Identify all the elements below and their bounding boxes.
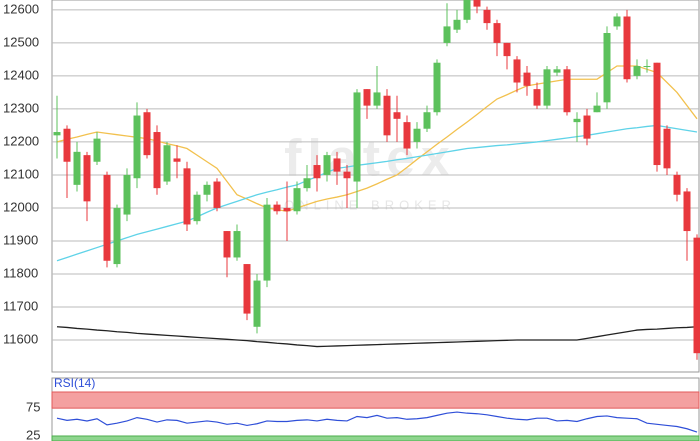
y-tick-label: 11600 — [3, 331, 38, 346]
candle-body — [163, 145, 171, 182]
candle-body — [533, 89, 541, 106]
candle-body — [303, 178, 311, 189]
candle-body — [233, 231, 241, 258]
candle-body — [543, 69, 551, 106]
candle-body — [83, 155, 91, 202]
candle-body — [323, 155, 331, 175]
candle-body — [243, 264, 251, 314]
candle-body — [293, 188, 301, 212]
candle-body — [653, 62, 661, 166]
candle-body — [63, 128, 71, 162]
candle-body — [353, 92, 361, 182]
candle-body — [193, 194, 201, 222]
candle-body — [453, 19, 461, 30]
candle-body — [113, 207, 121, 265]
candle-body — [53, 132, 61, 136]
candle-body — [473, 0, 481, 7]
rsi-title: RSI(14) — [54, 376, 95, 390]
candle-body — [333, 158, 341, 172]
rsi-line — [56, 411, 698, 433]
candle-body — [283, 207, 291, 212]
candle-body — [663, 128, 671, 169]
candle-body — [253, 280, 261, 327]
candle-body — [363, 89, 371, 106]
y-tick-label: 12100 — [3, 166, 39, 181]
candle-body — [143, 112, 151, 156]
candle-body — [623, 16, 631, 80]
candle-body — [93, 138, 101, 162]
candle-body — [173, 158, 181, 162]
y-tick-label: 12500 — [3, 34, 39, 49]
candle-body — [683, 191, 691, 232]
candle-body — [613, 16, 621, 27]
candle-body — [263, 204, 271, 281]
candle-body — [103, 174, 111, 261]
y-tick-label: 12600 — [3, 1, 39, 16]
candle-body — [603, 33, 611, 103]
candle-body — [563, 69, 571, 113]
candle-body — [593, 105, 601, 113]
candle-body — [483, 9, 491, 24]
candle-body — [443, 26, 451, 43]
candle-body — [433, 62, 441, 113]
candle-body — [213, 181, 221, 208]
candle-body — [313, 165, 321, 179]
candle-body — [133, 115, 141, 179]
candle-body — [223, 231, 231, 258]
candle-body — [583, 115, 591, 139]
candle-body — [523, 72, 531, 86]
candle-body — [123, 174, 131, 215]
candle-body — [423, 112, 431, 129]
moving-average — [56, 326, 698, 348]
watermark-sub: ONLINE BROKER — [284, 197, 456, 212]
candle-body — [393, 112, 401, 119]
candle-body — [153, 132, 161, 189]
candle-body — [673, 174, 681, 195]
candle-body — [383, 95, 391, 136]
moving-average — [56, 65, 698, 212]
candle-body — [503, 42, 511, 57]
y-tick-label: 11700 — [3, 298, 38, 313]
candle-body — [183, 168, 191, 225]
oversold-band — [51, 435, 700, 441]
y-tick-label: 25 — [26, 427, 40, 441]
y-tick-label: 12300 — [3, 100, 39, 115]
candle-body — [643, 66, 651, 68]
y-tick-label: 75 — [26, 400, 40, 415]
candle-body — [573, 118, 581, 123]
y-tick-label: 11800 — [3, 265, 38, 280]
candle-body — [633, 66, 641, 76]
y-tick-label: 11900 — [3, 232, 38, 247]
candle-body — [493, 23, 501, 43]
candle-body — [463, 0, 471, 20]
candle-body — [203, 184, 211, 195]
rsi-panel — [51, 377, 700, 441]
candle-body — [413, 128, 421, 142]
candle-body — [693, 237, 700, 354]
candle-body — [373, 92, 381, 106]
overbought-band — [51, 391, 700, 409]
y-tick-label: 12400 — [3, 67, 39, 82]
candle-body — [273, 204, 281, 212]
candle-body — [343, 171, 351, 179]
candle-body — [73, 151, 81, 185]
y-tick-label: 12200 — [3, 133, 39, 148]
candle-body — [403, 122, 411, 149]
candle-body — [553, 69, 561, 73]
y-tick-label: 12000 — [3, 199, 39, 214]
candle-body — [513, 59, 521, 83]
